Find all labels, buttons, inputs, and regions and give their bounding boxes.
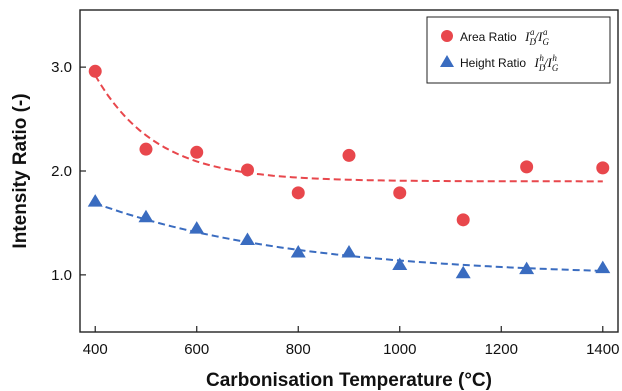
fit-curve-height-ratio [94, 202, 603, 272]
x-tick-label: 800 [286, 341, 311, 358]
legend-marker-height-ratio [440, 55, 454, 67]
point-area-ratio [456, 213, 470, 227]
x-tick-label: 600 [184, 341, 209, 358]
x-tick-label: 1000 [383, 341, 416, 358]
point-area-ratio [520, 160, 534, 174]
point-area-ratio [240, 163, 254, 177]
y-tick-label: 2.0 [51, 163, 72, 180]
point-height-ratio [519, 261, 535, 275]
point-area-ratio [393, 186, 407, 200]
legend-box [426, 16, 611, 84]
legend: Area Ratio IDa/IGa Height Ratio IDh/IGh [426, 16, 611, 84]
x-axis: 400 600 800 1000 1200 1400 [83, 326, 619, 358]
y-axis: 1.0 2.0 3.0 [51, 59, 86, 284]
point-area-ratio [190, 145, 204, 159]
point-area-ratio [342, 148, 356, 162]
x-tick-label: 400 [83, 341, 108, 358]
x-tick-label: 1200 [485, 341, 518, 358]
x-tick-label: 1400 [586, 341, 619, 358]
point-height-ratio [290, 245, 306, 258]
y-tick-label: 3.0 [51, 59, 72, 76]
x-axis-title: Carbonisation Temperature (°C) [206, 370, 492, 391]
y-tick-label: 1.0 [51, 267, 72, 284]
point-height-ratio [239, 232, 255, 246]
point-height-ratio [189, 221, 205, 234]
point-height-ratio [138, 209, 154, 223]
point-height-ratio [87, 194, 103, 207]
legend-label-height-ratio: Height Ratio IDh/IGh [460, 53, 559, 73]
legend-label-area-ratio: Area Ratio IDa/IGa [460, 27, 549, 47]
point-area-ratio [596, 161, 610, 175]
point-area-ratio [291, 186, 305, 200]
point-height-ratio [341, 245, 357, 258]
data-points [87, 64, 611, 279]
legend-marker-area-ratio [441, 30, 453, 42]
point-height-ratio [392, 257, 408, 270]
point-height-ratio [455, 265, 471, 279]
y-axis-title: Intensity Ratio (-) [10, 93, 31, 248]
point-area-ratio [139, 142, 153, 156]
point-area-ratio [88, 64, 102, 78]
fit-curve-area-ratio [94, 74, 603, 183]
point-height-ratio [595, 260, 611, 274]
